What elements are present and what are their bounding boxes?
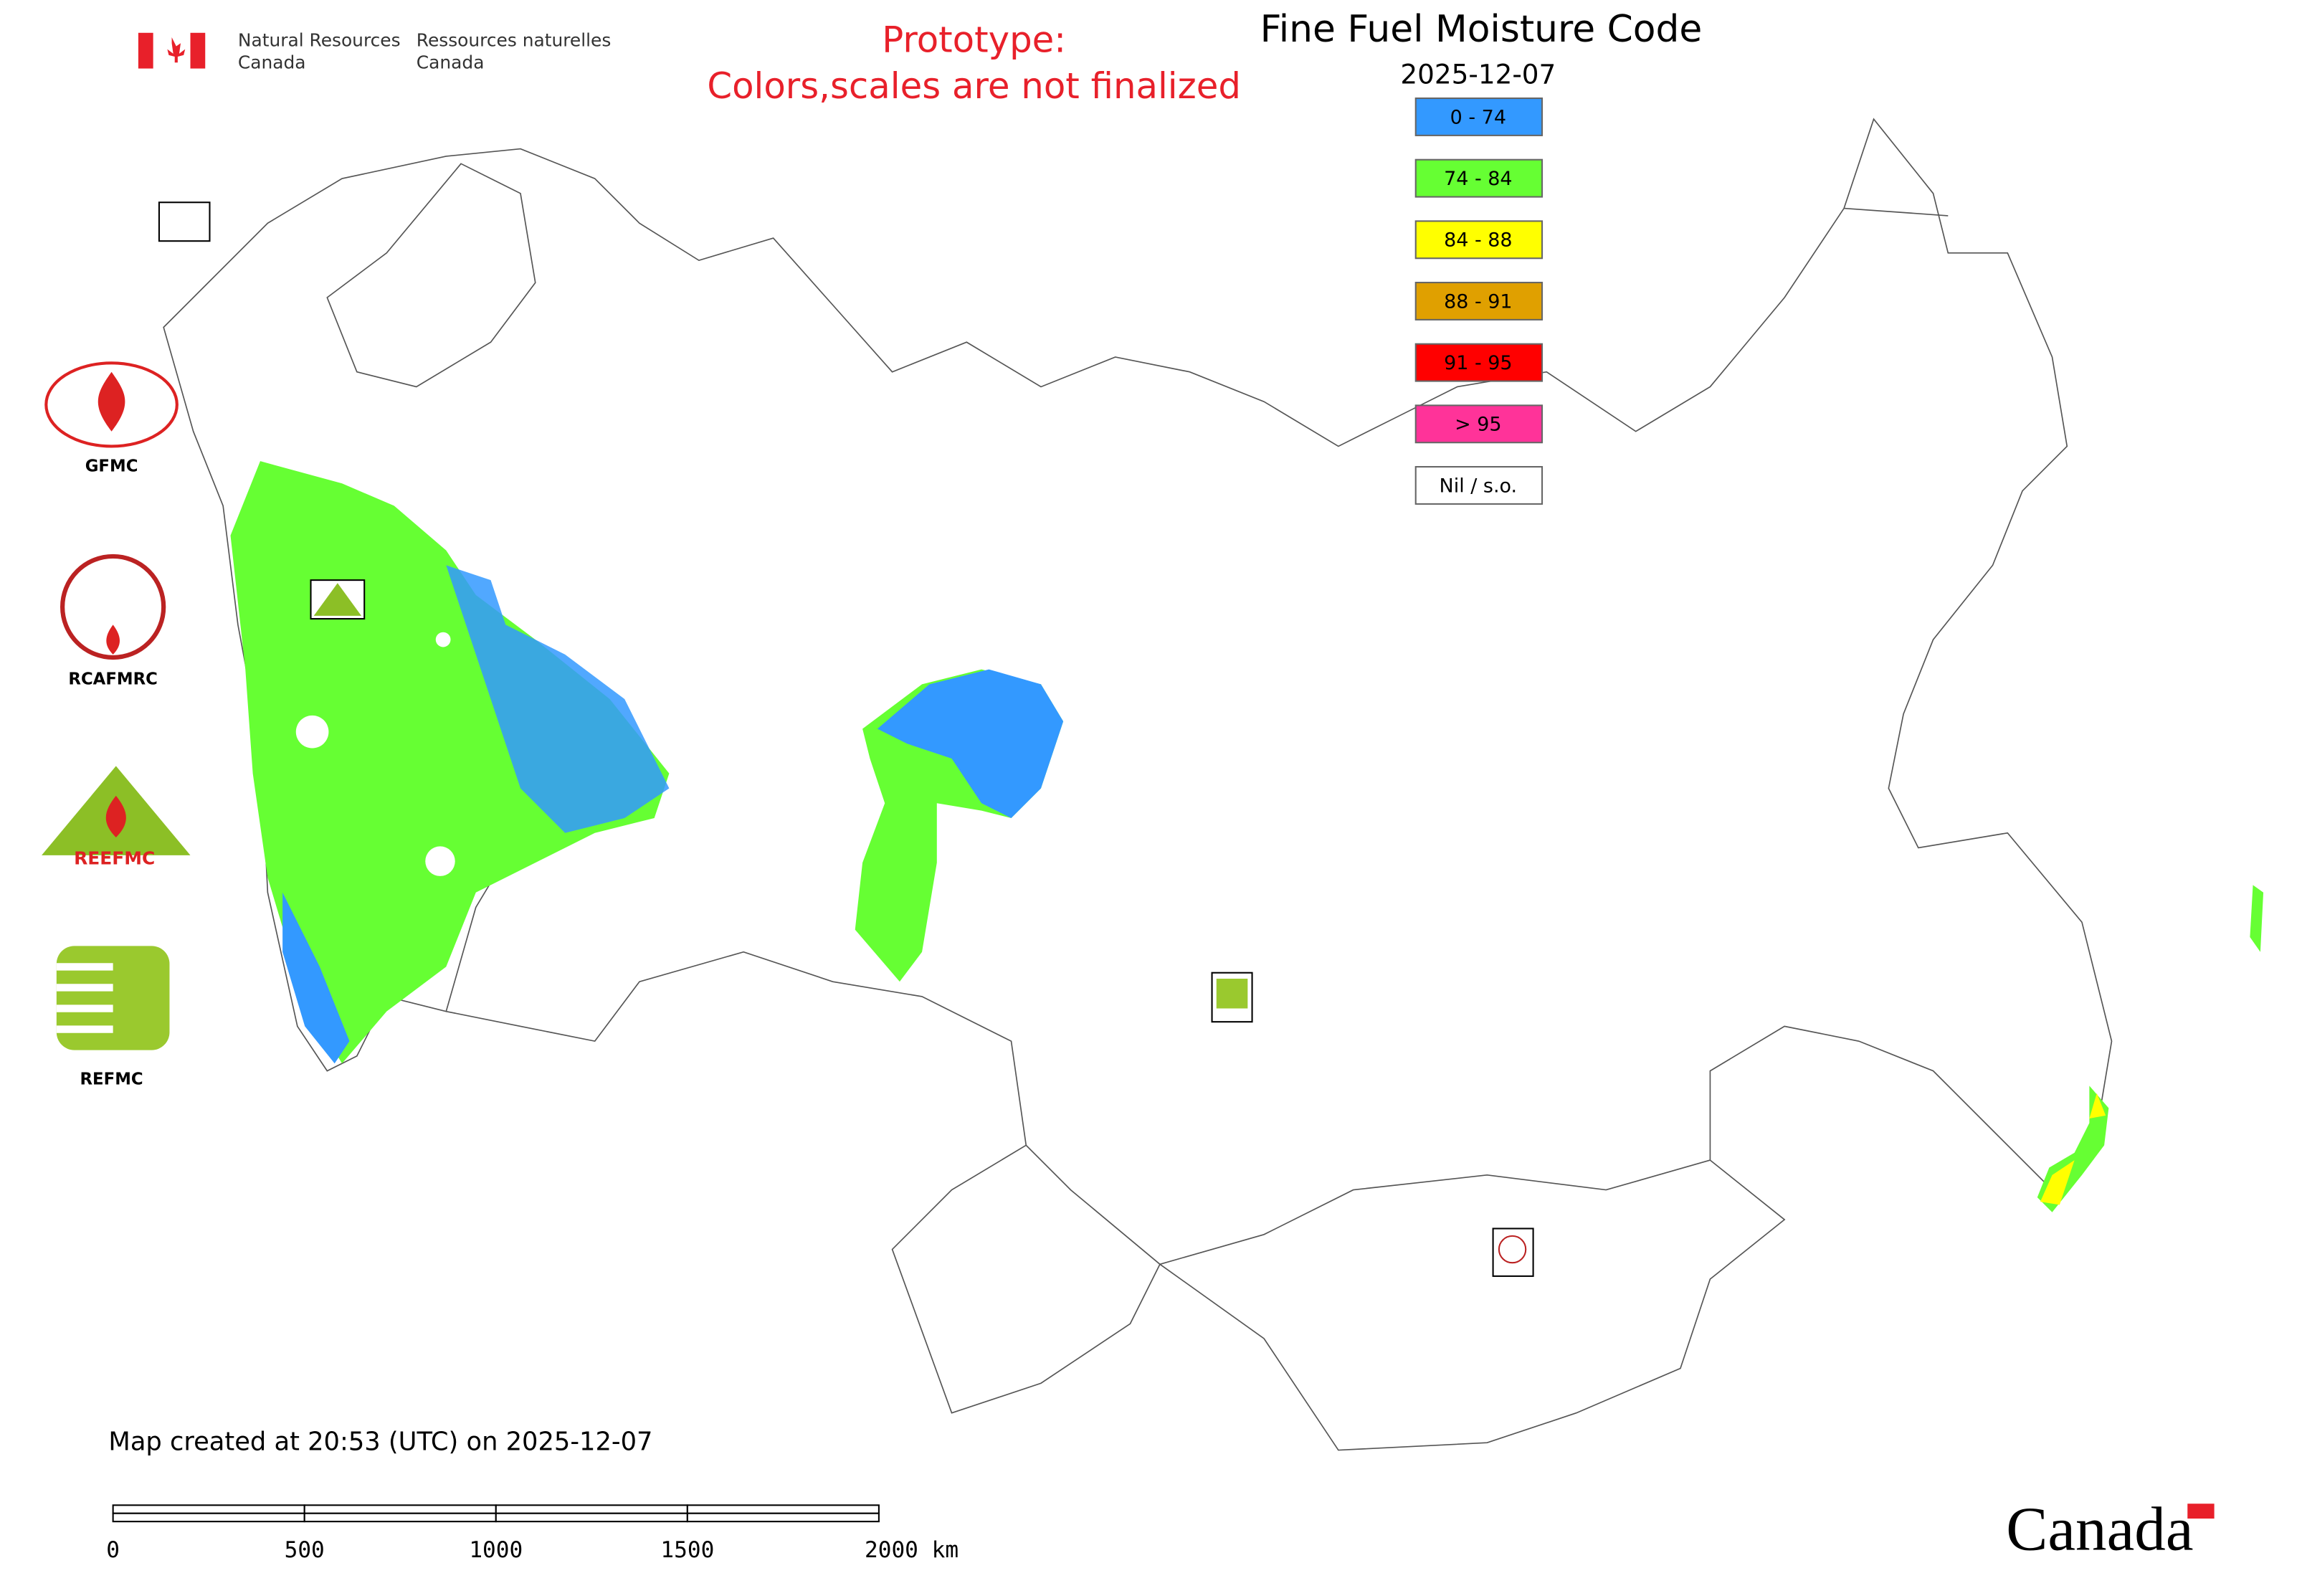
legend-label: 0 - 74	[1450, 106, 1506, 128]
legend-label: > 95	[1455, 414, 1501, 436]
logo-refmc	[56, 946, 170, 1050]
legend-swatch	[1414, 343, 1544, 382]
legend-swatch	[1414, 158, 1544, 198]
logo-label: RCAFMRC	[68, 670, 157, 688]
logo-label: REEFMC	[74, 847, 155, 868]
legend-swatch	[1414, 404, 1544, 444]
scale-segment	[303, 1504, 497, 1514]
flag	[138, 32, 206, 69]
logo-gfmc	[44, 361, 179, 448]
dept-fr: Canada	[417, 52, 485, 73]
scale-segment	[303, 1512, 497, 1523]
legend-label: 88 - 91	[1444, 290, 1512, 313]
dept-en: Natural Resources	[238, 29, 401, 50]
title: Fine Fuel Moisture Code	[1260, 8, 1703, 51]
prototype-note: Colors,scales are not finalized	[707, 65, 1241, 107]
legend-label: 91 - 95	[1444, 352, 1512, 374]
scale-label: 0	[106, 1537, 120, 1563]
scale-segment	[112, 1504, 305, 1514]
created-note: Map created at 20:53 (UTC) on 2025-12-07	[108, 1428, 652, 1457]
legend-label: Nil / s.o.	[1440, 475, 1518, 497]
canada-wordmark: Canada	[2006, 1494, 2193, 1564]
scale-segment	[112, 1512, 305, 1523]
fwi-field	[230, 461, 2264, 1212]
scale-label: 1500	[660, 1537, 714, 1563]
scale-label: 1000	[469, 1537, 523, 1563]
logo-label: GFMC	[85, 457, 138, 476]
legend-swatch	[1414, 466, 1544, 505]
scale-label: 2000 km	[865, 1537, 959, 1563]
legend-swatch	[1414, 220, 1544, 260]
legend-swatch	[1414, 98, 1544, 136]
legend: 0 - 74 74 - 84 84 - 88 88 - 91 91 - 95 > 95 Ni…	[1414, 98, 1544, 505]
logo-label: REFMC	[80, 1070, 143, 1088]
scale-segment	[686, 1512, 880, 1523]
scale-label: 500	[285, 1537, 325, 1563]
scale-segment	[495, 1504, 688, 1514]
logo-reefmc	[42, 766, 191, 855]
dept-en: Canada	[238, 52, 306, 73]
logo-rcafmrc	[60, 554, 166, 660]
scale-segment	[686, 1504, 880, 1514]
legend-label: 84 - 88	[1444, 229, 1512, 252]
scale-segment	[495, 1512, 688, 1523]
legend-label: 74 - 84	[1444, 168, 1512, 190]
prototype-note: Prototype:	[882, 19, 1066, 61]
dept-fr: Ressources naturelles	[417, 29, 612, 50]
scale-bar: 0 500 1000 1500 2000 km	[106, 1504, 959, 1563]
wordmark-flag	[2187, 1504, 2215, 1519]
legend-swatch	[1414, 282, 1544, 320]
map-markers	[158, 201, 1534, 1277]
date: 2025-12-07	[1400, 58, 1556, 90]
